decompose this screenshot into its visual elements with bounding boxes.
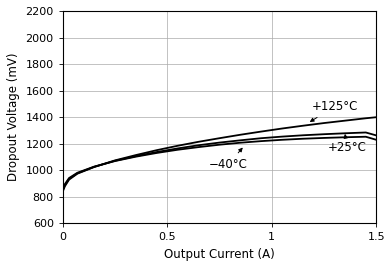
Text: +125°C: +125°C [310,100,358,121]
X-axis label: Output Current (A): Output Current (A) [164,248,275,261]
Text: +25°C: +25°C [328,135,367,154]
Y-axis label: Dropout Voltage (mV): Dropout Voltage (mV) [7,53,20,181]
Text: −40°C: −40°C [209,148,248,171]
